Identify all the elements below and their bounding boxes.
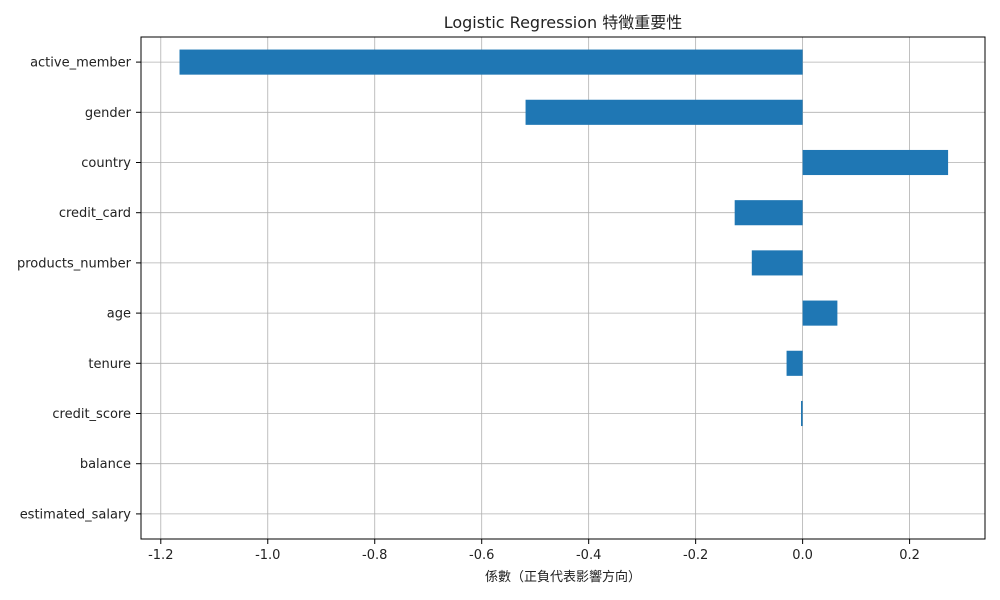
x-tick-label: -0.4: [576, 548, 601, 563]
y-tick-label-credit_score: credit_score: [52, 407, 131, 422]
y-tick-label-country: country: [81, 156, 131, 171]
x-axis: -1.2 -1.0 -0.8 -0.6 -0.4 -0.2 0.0 0.2: [148, 539, 920, 563]
y-tick-label-active_member: active_member: [30, 56, 132, 71]
plot-area: [140, 36, 986, 540]
y-tick-label-age: age: [107, 307, 131, 322]
x-tick-label: -1.0: [255, 548, 280, 563]
x-axis-label: 係數（正負代表影響方向）: [485, 569, 641, 585]
bar-age: [802, 300, 838, 326]
chart-title: Logistic Regression 特徵重要性: [444, 13, 683, 32]
bar-country: [802, 149, 949, 176]
y-tick-label-balance: balance: [80, 457, 131, 472]
bars: [179, 49, 949, 427]
y-tick-label-products_number: products_number: [17, 256, 132, 271]
y-tick-label-estimated_salary: estimated_salary: [20, 507, 132, 522]
y-tick-label-tenure: tenure: [88, 357, 131, 372]
y-tick-label-credit_card: credit_card: [59, 206, 131, 221]
bar-active_member: [179, 49, 803, 75]
x-tick-label: -0.6: [469, 548, 494, 563]
x-tick-label: 0.0: [792, 548, 813, 563]
bar-products_number: [751, 250, 803, 276]
bar-tenure: [786, 350, 803, 376]
bar-gender: [525, 99, 803, 125]
x-tick-label: 0.2: [899, 548, 920, 563]
x-tick-label: -0.8: [362, 548, 387, 563]
x-tick-label: -1.2: [148, 548, 173, 563]
y-tick-label-gender: gender: [85, 106, 132, 121]
bar-credit_card: [734, 200, 803, 226]
bar-credit_score: [801, 400, 803, 427]
x-tick-label: -0.2: [683, 548, 708, 563]
